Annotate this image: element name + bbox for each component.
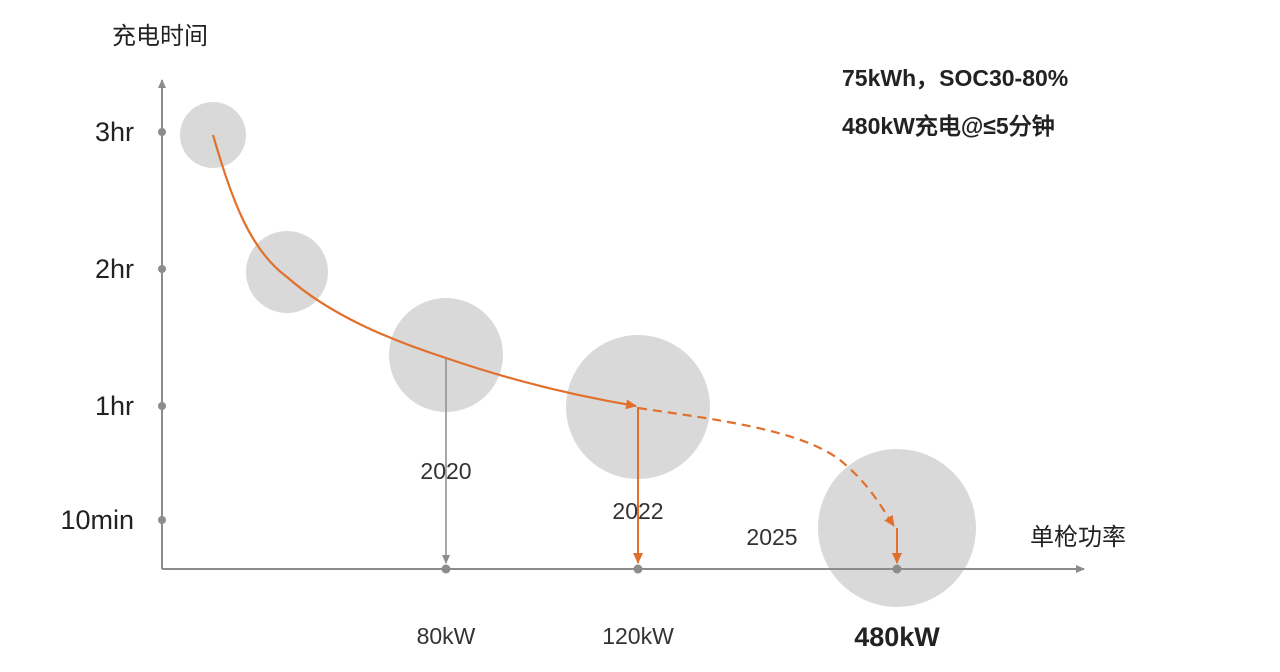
y-tick-dot-2hr: [158, 265, 166, 273]
x-tick-dot-80kw: [441, 564, 451, 574]
annotation-charge-time: 480kW充电@≤5分钟: [842, 113, 1055, 139]
bubble-2020: [389, 298, 503, 412]
x-tick-dot-480kw: [892, 564, 902, 574]
axes: [158, 79, 1085, 574]
bubble-2: [246, 231, 328, 313]
annotation-battery: 75kWh，SOC30-80%: [842, 65, 1068, 91]
trend-curve-solid: [211, 134, 637, 410]
bubbles: [180, 102, 976, 607]
trend-curve-dashed: [637, 406, 895, 527]
y-tick-label-1hr: 1hr: [95, 391, 134, 421]
y-tick-label-2hr: 2hr: [95, 254, 134, 284]
point-label-2020: 2020: [420, 458, 471, 484]
y-tick-dot-10min: [158, 516, 166, 524]
point-label-2022: 2022: [612, 498, 663, 524]
x-tick-label-480kw: 480kW: [854, 622, 940, 652]
y-tick-label-3hr: 3hr: [95, 117, 134, 147]
y-axis-title: 充电时间: [112, 23, 208, 50]
y-tick-dot-3hr: [158, 128, 166, 136]
x-tick-label-80kw: 80kW: [417, 623, 476, 649]
x-tick-label-120kw: 120kW: [602, 623, 674, 649]
x-axis-title: 单枪功率: [1030, 524, 1126, 551]
y-tick-label-10min: 10min: [60, 505, 134, 535]
y-tick-dot-1hr: [158, 402, 166, 410]
point-label-2025: 2025: [746, 524, 797, 550]
x-tick-dot-120kw: [633, 564, 643, 574]
